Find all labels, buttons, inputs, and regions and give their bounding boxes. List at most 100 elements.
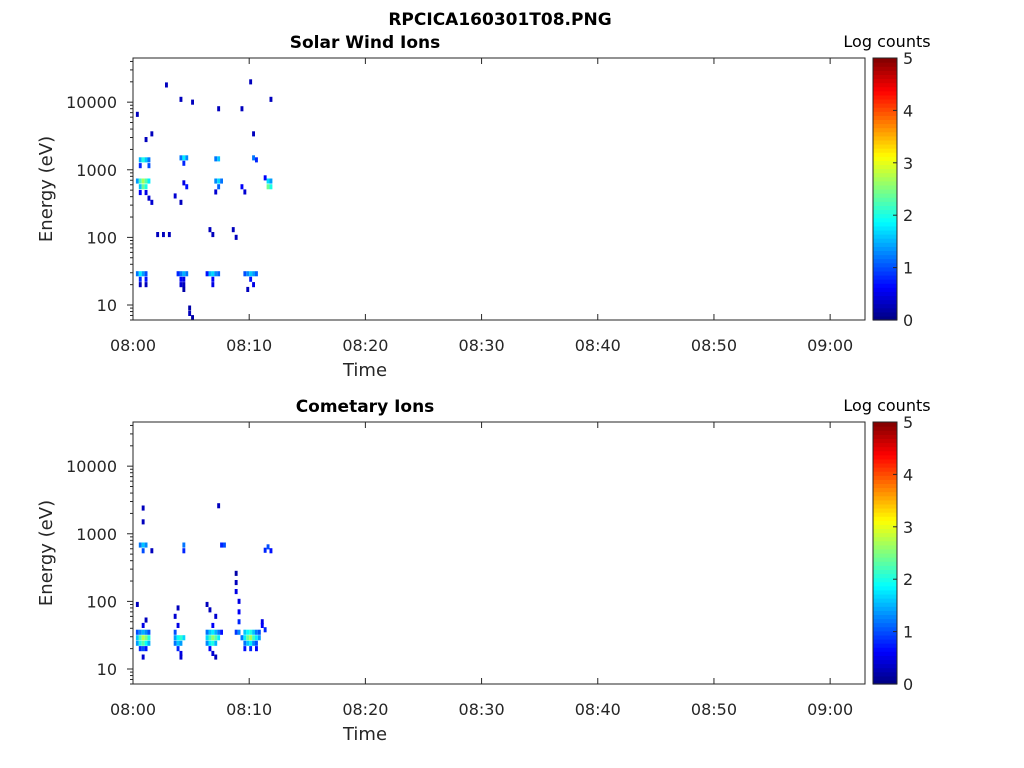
heatmap-cell [147, 157, 151, 163]
x-tick-label: 08:00 [110, 700, 156, 719]
colorbar-segment [873, 573, 897, 579]
heatmap-cell [249, 646, 253, 652]
heatmap-cell [179, 640, 183, 646]
colorbar-segment [873, 581, 897, 587]
heatmap-cell [176, 635, 180, 641]
y-tick-label: 10000 [66, 457, 117, 476]
heatmap-cell [144, 542, 148, 548]
heatmap-cells [135, 79, 273, 321]
colorbar-segment [873, 491, 897, 497]
heatmap-cell [135, 271, 139, 277]
heatmap-cell [205, 635, 209, 641]
panel-title: Cometary Ions [296, 397, 435, 417]
colorbar-segment [873, 303, 897, 309]
colorbar-segment [873, 544, 897, 550]
colorbar-segment [873, 495, 897, 501]
y-tick-label: 1000 [76, 161, 117, 180]
colorbar-segment [873, 119, 897, 125]
y-tick-label: 100 [86, 228, 117, 247]
heatmap-cell [138, 184, 142, 190]
colorbar-segment [873, 279, 897, 284]
colorbar-segment [873, 168, 897, 174]
colorbar-segment [873, 589, 897, 595]
heatmap-cell [246, 635, 250, 641]
colorbar-segment [873, 197, 897, 202]
colorbar-segment [873, 98, 897, 104]
colorbar-segment [873, 528, 897, 534]
heatmap-cell [141, 640, 145, 646]
heatmap-cell [205, 640, 209, 646]
heatmap-cell [176, 271, 180, 277]
colorbar-segment [873, 295, 897, 301]
colorbar-frame [872, 421, 898, 685]
heatmap-cell [144, 178, 148, 184]
heatmap-cell [179, 654, 183, 660]
colorbar-segment [873, 139, 897, 145]
plot-frame [132, 57, 866, 321]
colorbar-segment [873, 254, 897, 260]
heatmap-cell [141, 505, 145, 511]
colorbar-segment [873, 242, 897, 247]
colorbar-segment [873, 262, 897, 268]
heatmap-cell [255, 646, 258, 652]
panel-title: Solar Wind Ions [290, 33, 441, 53]
colorbar-segment [873, 127, 897, 133]
colorbar-segment [873, 647, 897, 652]
heatmap-cell [252, 635, 255, 641]
heatmap-cell [255, 640, 258, 646]
colorbar-segment [873, 107, 897, 112]
colorbar-segment [873, 638, 897, 644]
x-tick-label: 08:10 [226, 700, 272, 719]
heatmap-cell [208, 271, 212, 277]
heatmap-cell [182, 286, 186, 292]
heatmap-cell [240, 106, 244, 112]
heatmap-cell [246, 640, 250, 646]
colorbar-segment [873, 487, 897, 493]
heatmap-cell [220, 629, 223, 635]
x-tick-label: 09:00 [807, 700, 853, 719]
heatmap-cell [214, 271, 218, 277]
colorbar-segment [873, 598, 897, 603]
colorbar-segment [873, 86, 897, 92]
colorbar-segment [873, 434, 897, 439]
colorbar-segment [873, 475, 897, 480]
colorbar-tick-label: 1 [903, 259, 913, 278]
heatmap-cell [217, 106, 221, 112]
heatmap-cell [147, 178, 151, 184]
heatmap-cell [138, 178, 142, 184]
heatmap-cell [266, 178, 270, 184]
heatmap-cell [243, 646, 247, 652]
colorbar-segment [873, 143, 897, 149]
colorbar-segment [873, 78, 897, 84]
colorbar-segment [873, 426, 897, 431]
colorbar-segment [873, 238, 897, 243]
heatmap-cell [182, 282, 186, 288]
heatmap-cell [141, 635, 145, 641]
colorbar-segment [873, 651, 897, 656]
heatmap-cell [144, 635, 148, 641]
heatmap-cell [205, 271, 209, 277]
heatmap-cell [220, 178, 223, 184]
heatmap-cell [147, 195, 151, 201]
heatmap-cell [135, 640, 139, 646]
heatmap-cell [135, 635, 139, 641]
heatmap-cell [237, 598, 241, 604]
colorbar-segment [873, 577, 897, 583]
heatmap-cell [234, 589, 238, 595]
colorbar-segment [873, 540, 897, 546]
heatmap-cell [141, 622, 145, 628]
heatmap-cell [252, 155, 255, 161]
colorbar-segment [873, 565, 897, 570]
heatmap-cell [252, 629, 255, 635]
heatmap-cell [249, 79, 253, 85]
colorbar-segment [873, 679, 897, 685]
x-tick-label: 08:50 [691, 700, 737, 719]
heatmap-cell [255, 629, 258, 635]
x-tick-label: 08:20 [342, 700, 388, 719]
colorbar-segment [873, 111, 897, 116]
colorbar-segment [873, 172, 897, 178]
colorbar-segment [873, 606, 897, 611]
colorbar-segment [873, 234, 897, 239]
heatmap-cell [246, 271, 250, 277]
